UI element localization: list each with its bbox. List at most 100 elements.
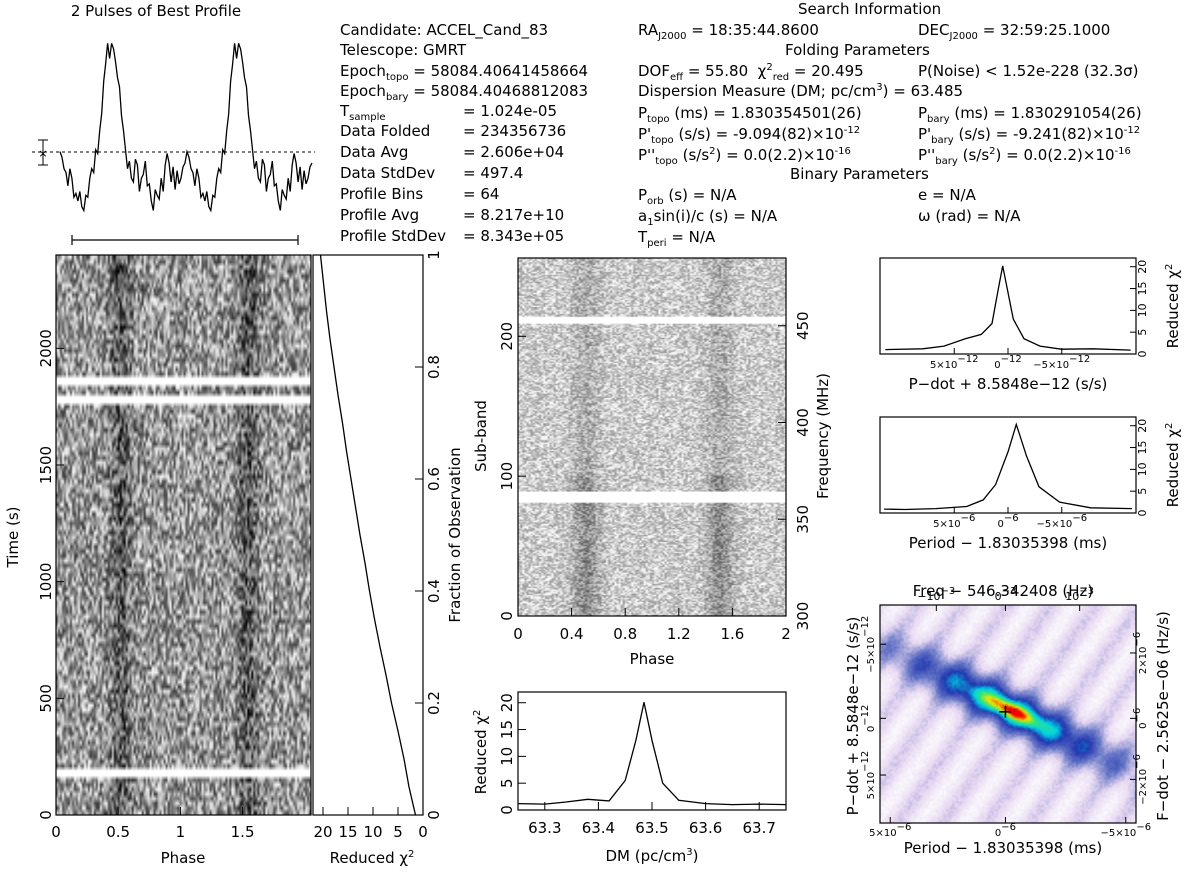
- pdot-chi-xlabel: P−dot + 8.5848e−12 (s/s): [909, 375, 1108, 393]
- pp-top-tick-label: −10−3: [917, 586, 955, 603]
- dm-ylabel: Reduced χ2: [472, 710, 490, 795]
- data-folded-value: = 234356736: [463, 122, 567, 140]
- period-chi-y-tick-label: 15: [1136, 441, 1149, 455]
- tsample-value: = 1.024e-05: [463, 102, 558, 120]
- pdot-chi-line: [885, 265, 1131, 351]
- time-phase-y-tick-label: 1500: [37, 446, 55, 484]
- subband-x-tick-label: 2: [781, 625, 791, 643]
- ptopo-row: Ptopo (ms) = 1.830354501(26): [638, 104, 862, 125]
- period-chi-x-tick-label: 0−6: [997, 513, 1018, 530]
- dm-y-tick-label: 15: [498, 720, 516, 739]
- pdot-chi-frame: [879, 257, 1137, 355]
- header-panel: Search Information Candidate: ACCEL_Cand…: [0, 0, 1200, 250]
- period-chi-line: [884, 422, 1132, 511]
- fraction-tick-label: 1: [425, 250, 443, 260]
- dm-chi-line: [517, 702, 787, 806]
- dm-x-tick-label: 63.4: [582, 819, 615, 837]
- pp-y-tick-label: −5×10−12: [860, 616, 877, 673]
- time-phase-x-tick-label: 1: [176, 823, 186, 841]
- pdot-chi-y-tick-label: 10: [1136, 303, 1149, 317]
- time-phase-y-tick-label: 1000: [37, 563, 55, 601]
- subband-xlabel: Phase: [630, 650, 675, 668]
- data-stddev-label: Data StdDev: [340, 164, 436, 182]
- pdot-bary-row: P'bary (s/s) = -9.241(82)×10-12: [918, 125, 1141, 146]
- dof-row: DOFeff = 55.80 χ2red = 20.495: [638, 62, 864, 83]
- subband-y-tick-label: 100: [498, 462, 516, 491]
- pnoise-text: P(Noise) < 1.52e-228 (32.3σ): [918, 62, 1139, 80]
- profile-title: 2 Pulses of Best Profile: [71, 2, 241, 20]
- epoch-topo-row: Epochtopo = 58084.40641458664: [340, 62, 589, 83]
- subband-y-tick-label: 0: [498, 611, 516, 621]
- pp-x-tick-label: −5×10−6: [1100, 822, 1151, 839]
- time-phase-y-tick-label: 0: [37, 810, 55, 820]
- pp-ylabel: P−dot + 8.5848e−12 (s/s): [844, 617, 862, 816]
- tperi-row: Tperi = N/A: [638, 228, 716, 249]
- pddot-topo-row: P''topo (s/s2) = 0.0(2.2)×10-16: [638, 146, 851, 167]
- profile-bins-value: = 64: [463, 185, 500, 203]
- time-phase-ylabel: Time (s): [4, 507, 22, 569]
- chi-time-frame: [312, 254, 424, 816]
- pdot-chi-y-tick-label: 0: [1136, 351, 1149, 358]
- period-chi-y-tick-label: 5: [1136, 488, 1149, 495]
- pdot-chi-x-tick-label: 5×10−12: [930, 354, 979, 371]
- telescope-text: Telescope: GMRT: [340, 41, 467, 59]
- pdot-chi-y-tick-label: 5: [1136, 329, 1149, 336]
- period-chi-y-tick-label: 10: [1136, 462, 1149, 476]
- chi-time-x-tick-label: 10: [363, 823, 382, 841]
- profile-avg-label: Profile Avg: [340, 206, 420, 224]
- frequency-tick-label: 350: [794, 505, 812, 534]
- time-phase-x-tick-label: 0.5: [106, 823, 130, 841]
- subband-y-tick-label: 200: [498, 322, 516, 351]
- time-phase-y-tick-label: 2000: [37, 329, 55, 367]
- search-information-title: Search Information: [798, 0, 942, 18]
- subband-x-tick-label: 0.8: [613, 625, 637, 643]
- dm-x-tick-label: 63.5: [635, 819, 668, 837]
- pp-fdot-tick-label: 2×10−6: [1132, 632, 1149, 674]
- dm-row: Dispersion Measure (DM; pc/cm3) = 63.485: [638, 82, 964, 100]
- pp-right-label: F−dot − 2.5625e−06 (Hz/s): [1154, 611, 1172, 821]
- subband-x-tick-label: 0: [513, 625, 523, 643]
- pp-y-tick-label: 0−12: [860, 705, 877, 732]
- dm-x-tick-label: 63.7: [742, 819, 775, 837]
- fraction-tick-label: 0: [425, 810, 443, 820]
- fraction-tick-label: 0.4: [425, 579, 443, 603]
- pdot-chi-y-tick-label: 20: [1136, 260, 1149, 274]
- fraction-tick-label: 0.2: [425, 691, 443, 715]
- frequency-tick-label: 300: [794, 602, 812, 631]
- dm-chi-frame: [517, 691, 787, 811]
- data-folded-label: Data Folded: [340, 122, 431, 140]
- pp-top-tick-label: 10−3: [1065, 586, 1094, 603]
- time-phase-image: [56, 255, 311, 815]
- pdot-chi-ylabel: Reduced χ2: [1164, 264, 1182, 349]
- subband-frame: [517, 257, 787, 617]
- data-stddev-value: = 497.4: [463, 164, 524, 182]
- pp-x-tick-label: 0−6: [995, 822, 1016, 839]
- pp-top-label: Freq − 546.342408 (Hz): [913, 582, 1094, 600]
- profile-avg-value: = 8.217e+10: [463, 206, 565, 224]
- binary-parameters-title: Binary Parameters: [790, 165, 929, 183]
- subband-ylabel: Sub-band: [472, 400, 490, 472]
- eccentricity-text: e = N/A: [918, 186, 976, 204]
- chi-time-xlabel: Reduced χ2: [330, 849, 415, 867]
- subband-x-tick-label: 0.4: [560, 625, 584, 643]
- tsample-label: Tsample: [340, 102, 386, 123]
- frequency-tick-label: 400: [794, 408, 812, 437]
- period-chi-x-tick-label: 5×10−6: [933, 513, 975, 530]
- asini-row: a1sin(i)/c (s) = N/A: [638, 207, 778, 228]
- profile-errorbar-marker: ×: [38, 147, 47, 160]
- candidate-text: Candidate: ACCEL_Cand_83: [340, 21, 549, 39]
- pdot-topo-row: P'topo (s/s) = -9.094(82)×10-12: [638, 125, 861, 146]
- chi-time-x-tick-label: 20: [313, 823, 332, 841]
- dm-y-tick-label: 20: [498, 693, 516, 712]
- dm-x-tick-label: 63.3: [528, 819, 561, 837]
- profile-line: [59, 43, 313, 213]
- time-phase-xlabel: Phase: [161, 849, 206, 867]
- omega-text: ω (rad) = N/A: [918, 207, 1021, 225]
- pdot-chi-x-tick-label: 0−12: [994, 354, 1021, 371]
- time-phase-x-tick-label: 0: [51, 823, 61, 841]
- porb-row: Porb (s) = N/A: [638, 186, 737, 207]
- dm-xlabel: DM (pc/cm3): [605, 847, 698, 865]
- pp-plane-image: [880, 605, 1136, 823]
- pp-top-tick-label: 0−3: [995, 586, 1017, 603]
